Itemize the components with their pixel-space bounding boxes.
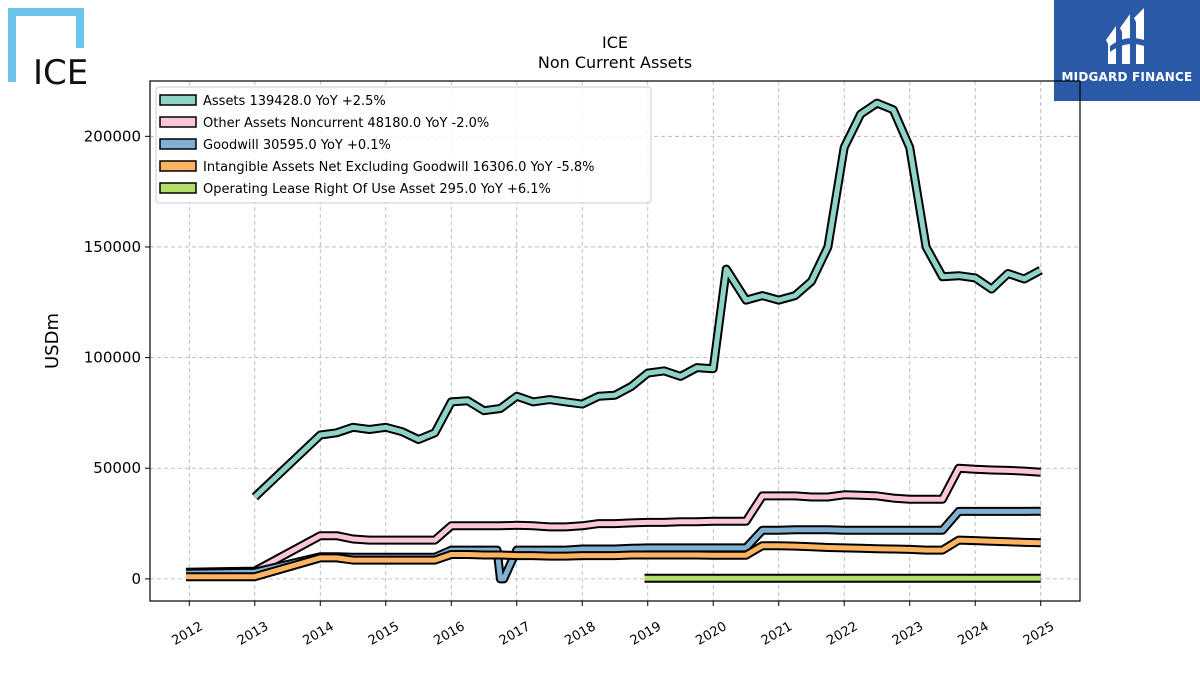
x-tick-label: 2023 xyxy=(890,619,926,649)
x-tick-label: 2012 xyxy=(169,619,205,649)
series-3 xyxy=(186,535,1041,582)
y-axis: 0 50000 100000 150000 200000 xyxy=(84,127,150,588)
midgard-finance-logo: MIDGARD FINANCE xyxy=(1054,0,1200,101)
series-0 xyxy=(251,98,1043,501)
y-tick-label: 50000 xyxy=(93,459,141,477)
chart-title: ICE xyxy=(602,33,628,52)
x-tick-label: 2020 xyxy=(693,619,729,649)
y-axis-label: USDm xyxy=(42,313,63,369)
x-tick-label: 2025 xyxy=(1021,619,1057,649)
legend-entry-2: Goodwill 30595.0 YoY +0.1% xyxy=(203,138,391,153)
series-line-1 xyxy=(185,465,1041,575)
ice-logo-text: ICE xyxy=(33,53,88,88)
x-axis: 2012 2013 2014 2015 2016 2017 2018 2019 2020 2021… xyxy=(169,601,1057,649)
series-layer xyxy=(185,98,1043,584)
y-tick-label: 200000 xyxy=(84,127,141,145)
x-tick-label: 2014 xyxy=(300,619,336,649)
plot-frame xyxy=(149,80,1081,602)
legend-swatch-0 xyxy=(159,94,197,106)
series-line-3 xyxy=(186,537,1041,580)
legend-box xyxy=(155,86,652,204)
ice-logo: ICE xyxy=(4,4,88,93)
x-tick-label: 2022 xyxy=(824,619,860,649)
y-tick-label: 100000 xyxy=(84,349,141,367)
legend-entry-1: Other Assets Noncurrent 48180.0 YoY -2.0… xyxy=(203,116,489,131)
legend: Assets 139428.0 YoY +2.5% Other Assets No… xyxy=(155,86,652,204)
series-line-0 xyxy=(253,100,1042,499)
x-tick-label: 2016 xyxy=(431,619,467,649)
ice-logo-mark: ICE xyxy=(8,8,88,93)
y-tick-label: 150000 xyxy=(84,238,141,256)
legend-entry-0: Assets 139428.0 YoY +2.5% xyxy=(203,94,386,109)
legend-entry-4: Operating Lease Right Of Use Asset 295.0… xyxy=(203,182,551,197)
x-tick-label: 2018 xyxy=(562,619,598,649)
legend-swatch-3 xyxy=(159,160,197,172)
x-tick-label: 2013 xyxy=(235,619,271,649)
x-tick-label: 2019 xyxy=(628,619,664,649)
legend-swatch-4 xyxy=(159,182,197,194)
legend-swatch-2 xyxy=(159,138,197,150)
midgard-emblem-icon xyxy=(1106,8,1144,64)
x-tick-label: 2021 xyxy=(759,619,795,649)
series-1 xyxy=(185,463,1042,577)
x-tick-label: 2017 xyxy=(497,619,533,649)
y-tick-label: 0 xyxy=(131,570,141,588)
x-tick-label: 2024 xyxy=(955,619,991,649)
chart-subtitle: Non Current Assets xyxy=(538,53,692,72)
legend-entry-3: Intangible Assets Net Excluding Goodwill… xyxy=(203,160,594,175)
x-tick-label: 2015 xyxy=(366,619,402,649)
legend-swatch-1 xyxy=(159,116,197,128)
midgard-brand-text: MIDGARD FINANCE xyxy=(1061,70,1193,84)
